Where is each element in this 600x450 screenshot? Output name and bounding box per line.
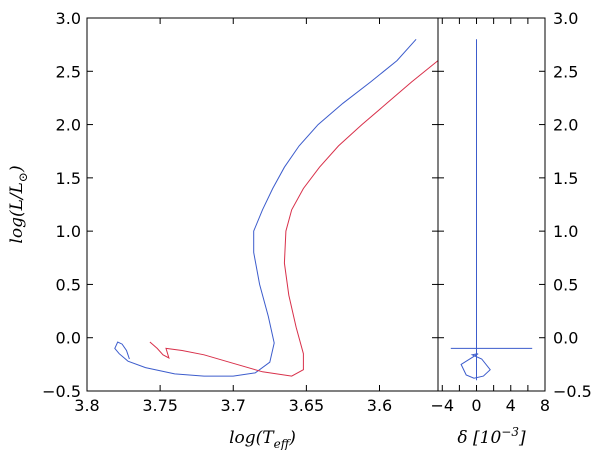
- x-tick-label: 4: [506, 396, 516, 415]
- y-tick-label: −0.5: [42, 382, 81, 401]
- y-axis-label-sub: ⊙: [16, 172, 30, 182]
- y-axis-label-main: log(L/L: [7, 182, 27, 244]
- y-tick-label: 3.0: [56, 9, 81, 28]
- x-axis-label-sup: −3: [501, 425, 519, 439]
- x-tick-label: 3.8: [74, 396, 99, 415]
- y-tick-label-right: 1.5: [553, 169, 578, 188]
- y-tick-label-right: 3.0: [553, 9, 578, 28]
- y-tick-label: 0.0: [56, 329, 81, 348]
- series-line-1: [114, 38, 417, 377]
- x-axis-label-main: δ [10: [457, 428, 501, 448]
- plot-frame: [86, 17, 439, 392]
- y-tick-label-right: 0.0: [553, 329, 578, 348]
- x-tick-label: 3.75: [142, 396, 178, 415]
- y-tick-label-right: 2.0: [553, 116, 578, 135]
- x-axis-label: δ [10−3]: [457, 425, 526, 448]
- x-axis-label-close: ): [288, 428, 296, 448]
- y-tick-label-right: −0.5: [553, 382, 592, 401]
- x-tick-label: −4: [430, 396, 454, 415]
- plot-frame: [437, 17, 546, 392]
- series-line-2: [149, 60, 438, 377]
- x-tick-label: 3.7: [221, 396, 246, 415]
- y-tick-label: 2.0: [56, 116, 81, 135]
- x-axis-label: log(Teff): [229, 428, 296, 450]
- x-axis-label-close: ]: [518, 428, 526, 448]
- y-tick-label: 0.5: [56, 275, 81, 294]
- x-tick-label: 3.65: [289, 396, 325, 415]
- y-tick-label-right: 0.5: [553, 275, 578, 294]
- panel-delta: −4 0 4 8 3.0 2.5 2.0 1.5 1.0 0.5 0.0 −0.5 δ [10−3]: [430, 9, 591, 448]
- y-axis-label-close: ): [7, 165, 27, 173]
- series-line-3: [460, 353, 491, 379]
- y-tick-label: 1.0: [56, 222, 81, 241]
- x-axis-label-sub: eff: [274, 437, 292, 450]
- x-tick-label: 8: [540, 396, 550, 415]
- y-tick-label: 1.5: [56, 169, 81, 188]
- x-axis-label-main: log(T: [229, 428, 275, 448]
- y-axis-label: log(L/L⊙): [7, 165, 30, 243]
- y-tick-label: 2.5: [56, 62, 81, 81]
- x-tick-label: 3.6: [367, 396, 392, 415]
- y-tick-label-right: 2.5: [553, 62, 578, 81]
- panel-hr-diagram: 3.8 3.75 3.7 3.65 3.6 3.0 2.5 2.0 1.5 1.0 0.5 0.0 −0…: [7, 9, 439, 450]
- x-tick-label: 0: [471, 396, 481, 415]
- y-tick-label-right: 1.0: [553, 222, 578, 241]
